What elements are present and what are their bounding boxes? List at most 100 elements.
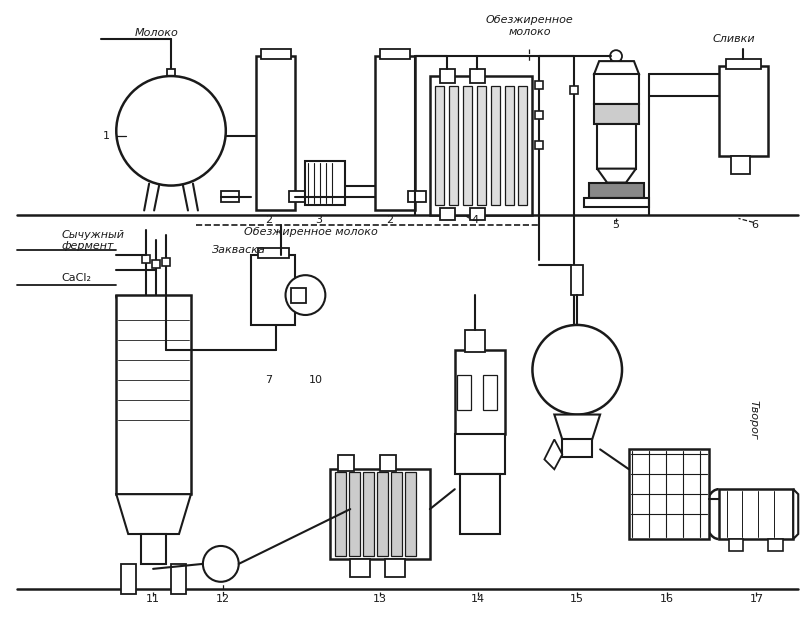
Bar <box>435 86 444 206</box>
Bar <box>305 161 345 206</box>
Bar <box>257 248 289 258</box>
Bar <box>261 49 291 59</box>
Bar <box>171 564 186 594</box>
Bar <box>584 198 649 208</box>
Bar <box>535 111 543 119</box>
Bar <box>535 81 543 89</box>
Bar <box>729 539 743 551</box>
Text: 16: 16 <box>660 594 674 604</box>
Bar <box>594 104 639 124</box>
Bar <box>116 295 191 494</box>
Bar <box>142 255 150 263</box>
Bar <box>153 260 160 268</box>
Bar <box>162 258 170 266</box>
Bar <box>455 350 504 434</box>
Bar <box>730 156 751 174</box>
Bar <box>391 472 402 556</box>
Bar <box>221 191 239 202</box>
Bar <box>440 69 455 83</box>
Bar <box>725 59 761 69</box>
Text: 2: 2 <box>387 216 394 226</box>
Bar <box>121 564 136 594</box>
Text: 2: 2 <box>265 216 272 226</box>
Bar <box>338 456 354 471</box>
Polygon shape <box>594 61 639 74</box>
Text: Обезжиренное
молоко: Обезжиренное молоко <box>486 16 573 37</box>
Bar <box>449 86 458 206</box>
Text: 10: 10 <box>308 375 322 385</box>
Text: 15: 15 <box>571 594 584 604</box>
Circle shape <box>610 50 622 62</box>
Bar <box>597 124 636 169</box>
Text: Обезжиренное молоко: Обезжиренное молоко <box>244 228 378 238</box>
Bar <box>377 472 388 556</box>
Bar <box>408 191 426 202</box>
Bar <box>289 191 307 202</box>
Bar <box>256 56 295 211</box>
Text: CaCl₂: CaCl₂ <box>61 273 91 283</box>
Bar <box>562 439 592 458</box>
Bar <box>330 469 430 559</box>
Bar <box>504 86 513 206</box>
Bar <box>335 472 346 556</box>
Text: 1: 1 <box>102 131 110 141</box>
Bar <box>470 69 485 83</box>
Bar <box>629 449 709 539</box>
Bar <box>350 559 370 577</box>
Bar <box>718 489 793 539</box>
Bar <box>477 86 486 206</box>
Polygon shape <box>597 169 636 182</box>
Bar <box>375 56 415 211</box>
Bar <box>457 375 470 409</box>
Polygon shape <box>545 439 562 469</box>
Bar <box>589 182 644 198</box>
Bar <box>718 66 768 156</box>
Text: Сычужный
фермент: Сычужный фермент <box>61 229 124 251</box>
Bar <box>349 472 360 556</box>
Text: 17: 17 <box>750 594 763 604</box>
Bar <box>141 534 166 564</box>
Bar <box>571 265 583 295</box>
Text: Молоко: Молоко <box>134 28 178 38</box>
Text: 3: 3 <box>315 216 322 226</box>
Bar <box>470 209 485 221</box>
Bar <box>251 255 295 325</box>
Text: 4: 4 <box>471 216 479 226</box>
Circle shape <box>116 76 226 186</box>
Bar <box>768 539 784 551</box>
Bar <box>611 56 621 74</box>
Text: Закваска: Закваска <box>211 245 266 255</box>
Polygon shape <box>116 494 191 534</box>
Text: 6: 6 <box>751 221 758 231</box>
Text: Сливки: Сливки <box>713 34 755 44</box>
Text: Творог: Творог <box>748 399 759 439</box>
Bar <box>491 86 500 206</box>
Bar <box>535 141 543 149</box>
Bar <box>405 472 416 556</box>
Bar <box>363 472 374 556</box>
Bar <box>455 434 504 474</box>
Circle shape <box>286 275 325 315</box>
Text: 13: 13 <box>373 594 387 604</box>
Polygon shape <box>554 414 600 439</box>
Bar <box>518 86 528 206</box>
Circle shape <box>203 546 239 582</box>
Bar <box>430 76 533 216</box>
Bar <box>571 86 579 94</box>
Text: 11: 11 <box>146 594 160 604</box>
Text: 12: 12 <box>215 594 230 604</box>
Bar <box>380 456 396 471</box>
Bar <box>462 86 472 206</box>
Bar <box>460 474 500 534</box>
Polygon shape <box>793 489 798 539</box>
Bar <box>440 209 455 221</box>
Bar <box>385 559 405 577</box>
Bar <box>594 74 639 104</box>
Text: 5: 5 <box>613 221 620 231</box>
Bar <box>465 330 485 352</box>
Text: 7: 7 <box>265 375 272 385</box>
Text: 14: 14 <box>470 594 485 604</box>
Bar <box>380 49 410 59</box>
Circle shape <box>533 325 622 414</box>
Bar <box>483 375 496 409</box>
